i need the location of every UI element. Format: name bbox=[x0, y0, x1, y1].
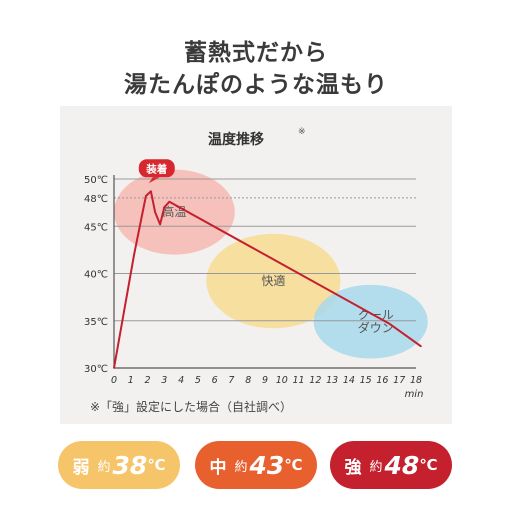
y-tick-label-45: 45℃ bbox=[84, 222, 108, 233]
level-weak-unit: ℃ bbox=[147, 456, 166, 474]
temperature-chart: 温度推移 ※30℃35℃40℃45℃48℃50℃0 1 2 3 4 5 6 7 8 9 10 11 12 1… bbox=[84, 127, 428, 400]
series-0-line bbox=[113, 190, 422, 369]
series-0-point-5 bbox=[159, 223, 161, 226]
headline-line-1: 蓄熱式だから bbox=[184, 40, 328, 66]
x-tick-label-13: 13 bbox=[326, 375, 338, 386]
x-tick-label-17: 17 bbox=[393, 375, 405, 386]
series-0-point-2 bbox=[145, 195, 147, 197]
x-tick-label-0: 0 bbox=[111, 375, 117, 386]
zone-2-label-1: ダウン bbox=[358, 320, 394, 335]
level-mid-approx: 約 bbox=[234, 459, 248, 475]
callout-label: 装着 bbox=[145, 162, 167, 175]
x-tick-label-11: 11 bbox=[293, 375, 305, 386]
level-strong-unit: ℃ bbox=[419, 456, 438, 474]
chart-title-mark: ※ bbox=[298, 127, 306, 137]
level-strong-approx: 約 bbox=[369, 459, 383, 475]
level-mid-unit: ℃ bbox=[284, 456, 303, 474]
y-tick-label-48: 48℃ bbox=[84, 194, 108, 205]
level-mid-badge: 中 約 43 ℃ bbox=[195, 441, 317, 489]
x-tick-label-18: 18 bbox=[410, 375, 422, 386]
level-weak-name: 弱 bbox=[72, 457, 90, 478]
level-strong-name: 強 bbox=[344, 457, 362, 478]
level-mid-value: 43 bbox=[249, 450, 285, 480]
x-tick-label-4: 4 bbox=[178, 375, 184, 386]
x-tick-label-3: 3 bbox=[161, 375, 167, 386]
x-tick-label-2: 2 bbox=[145, 375, 151, 386]
x-tick-label-5: 5 bbox=[195, 375, 201, 386]
x-axis-label: min bbox=[405, 389, 424, 400]
x-tick-label-10: 10 bbox=[276, 375, 288, 386]
x-tick-label-9: 9 bbox=[262, 375, 268, 386]
x-tick-label-8: 8 bbox=[245, 375, 251, 386]
headline-line-2: 湯たんぽのような温もり bbox=[124, 72, 388, 98]
x-tick-label-16: 16 bbox=[376, 375, 388, 386]
chart-panel: 温度推移 ※ 30℃ 35℃ 40℃ 45℃ 48℃ 50℃ 0 1 2 3 4 5 6 7 8 9 10 11 12 1… bbox=[60, 106, 452, 424]
series-0-point-0 bbox=[113, 367, 115, 369]
level-weak-badge: 弱 約 38 ℃ bbox=[58, 441, 180, 489]
level-strong-badge: 強 約 48 ℃ bbox=[330, 441, 452, 489]
series-0-point-4 bbox=[154, 211, 156, 213]
x-tick-label-15: 15 bbox=[360, 375, 372, 386]
level-weak-value: 38 bbox=[112, 450, 148, 480]
zone-1-ellipse bbox=[206, 233, 341, 329]
y-tick-label-40: 40℃ bbox=[84, 270, 108, 281]
y-tick-label-50: 50℃ bbox=[84, 175, 108, 186]
series-0-point-9 bbox=[420, 345, 422, 348]
y-tick-label-30: 30℃ bbox=[84, 364, 108, 375]
level-strong-value: 48 bbox=[384, 450, 420, 480]
x-tick-label-12: 12 bbox=[309, 375, 321, 386]
chart-footnote: ※「強」設定にした場合（自社調べ） bbox=[90, 400, 293, 414]
series-0-point-8 bbox=[388, 322, 390, 325]
series-0-point-6 bbox=[163, 206, 166, 209]
series-0-point-3 bbox=[150, 190, 152, 193]
x-tick-label-14: 14 bbox=[343, 375, 355, 386]
x-tick-label-7: 7 bbox=[228, 375, 234, 386]
callout-bubble bbox=[138, 159, 175, 178]
zone-1-label-0: 快適 bbox=[261, 273, 285, 288]
x-tick-label-6: 6 bbox=[212, 375, 218, 386]
series-0-point-7 bbox=[168, 200, 171, 203]
callout-pointer bbox=[148, 177, 160, 184]
series-0-point-1 bbox=[133, 253, 135, 256]
level-mid-name: 中 bbox=[209, 457, 227, 478]
zone-0-ellipse bbox=[114, 169, 235, 255]
x-tick-label-1: 1 bbox=[128, 375, 134, 386]
level-weak-approx: 約 bbox=[97, 459, 111, 475]
chart-title: 温度推移 bbox=[208, 131, 264, 148]
zone-2-ellipse bbox=[313, 284, 428, 359]
y-tick-label-35: 35℃ bbox=[84, 317, 108, 328]
